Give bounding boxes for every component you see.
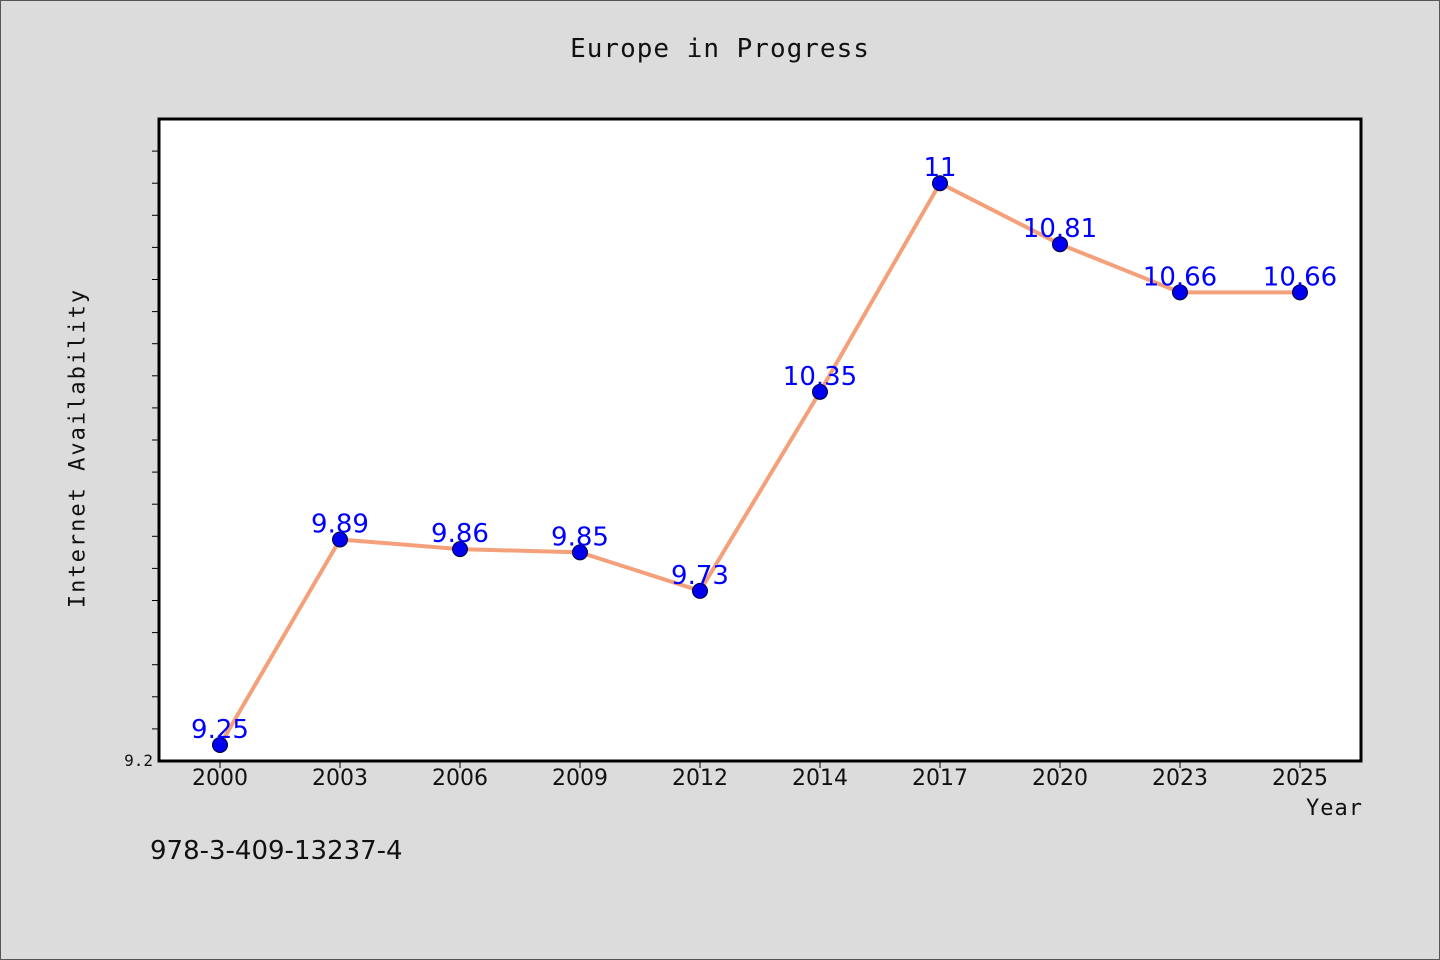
series-line: [218, 181, 1300, 746]
x-tick-label: 2023: [1152, 766, 1208, 791]
data-label: 10.66: [1263, 262, 1337, 292]
data-label: 10.66: [1143, 262, 1217, 292]
data-point: [1292, 284, 1308, 301]
data-point: [572, 544, 588, 561]
data-point: [812, 383, 828, 400]
data-label: 11: [923, 153, 956, 183]
x-tick-label: 2009: [552, 766, 608, 791]
data-point: [1052, 236, 1068, 253]
data-label: 10.81: [1023, 214, 1097, 244]
x-axis-ticks: 2000 2003 2006 2009 2012 2014 2017 2020 2023 2025: [192, 761, 1328, 791]
x-axis-label: Year: [1306, 796, 1363, 821]
x-tick-label: 2003: [312, 766, 368, 791]
x-tick-label: 2006: [432, 766, 488, 791]
chart-title: Europe in Progress: [570, 34, 870, 64]
x-tick-label: 2012: [672, 766, 728, 791]
data-label: 10.35: [783, 362, 857, 392]
plot-area: [157, 117, 1363, 763]
data-point: [332, 531, 348, 548]
isbn-footnote: 978-3-409-13237-4: [150, 836, 403, 866]
data-markers: [212, 175, 1308, 753]
data-point: [452, 541, 468, 558]
x-tick-label: 2025: [1272, 766, 1328, 791]
y-tick-label: 9.2: [124, 751, 153, 770]
data-labels: 9.25 9.89 9.86 9.85 9.73 10.35 11 10.81 10.66 10.…: [191, 153, 1337, 745]
x-tick-label: 2014: [792, 766, 848, 791]
data-label: 9.25: [191, 715, 249, 745]
data-point: [692, 582, 708, 599]
data-point: [932, 175, 948, 192]
data-point: [1172, 284, 1188, 301]
data-label: 9.86: [431, 519, 489, 549]
data-label: 9.89: [311, 510, 369, 540]
data-label: 9.73: [671, 561, 729, 591]
x-tick-label: 2000: [192, 766, 248, 791]
x-tick-label: 2017: [912, 766, 968, 791]
x-tick-label: 2020: [1032, 766, 1088, 791]
data-label: 9.85: [551, 522, 609, 552]
data-point: [212, 736, 228, 753]
y-axis-ticks: 9.2: [124, 150, 159, 770]
